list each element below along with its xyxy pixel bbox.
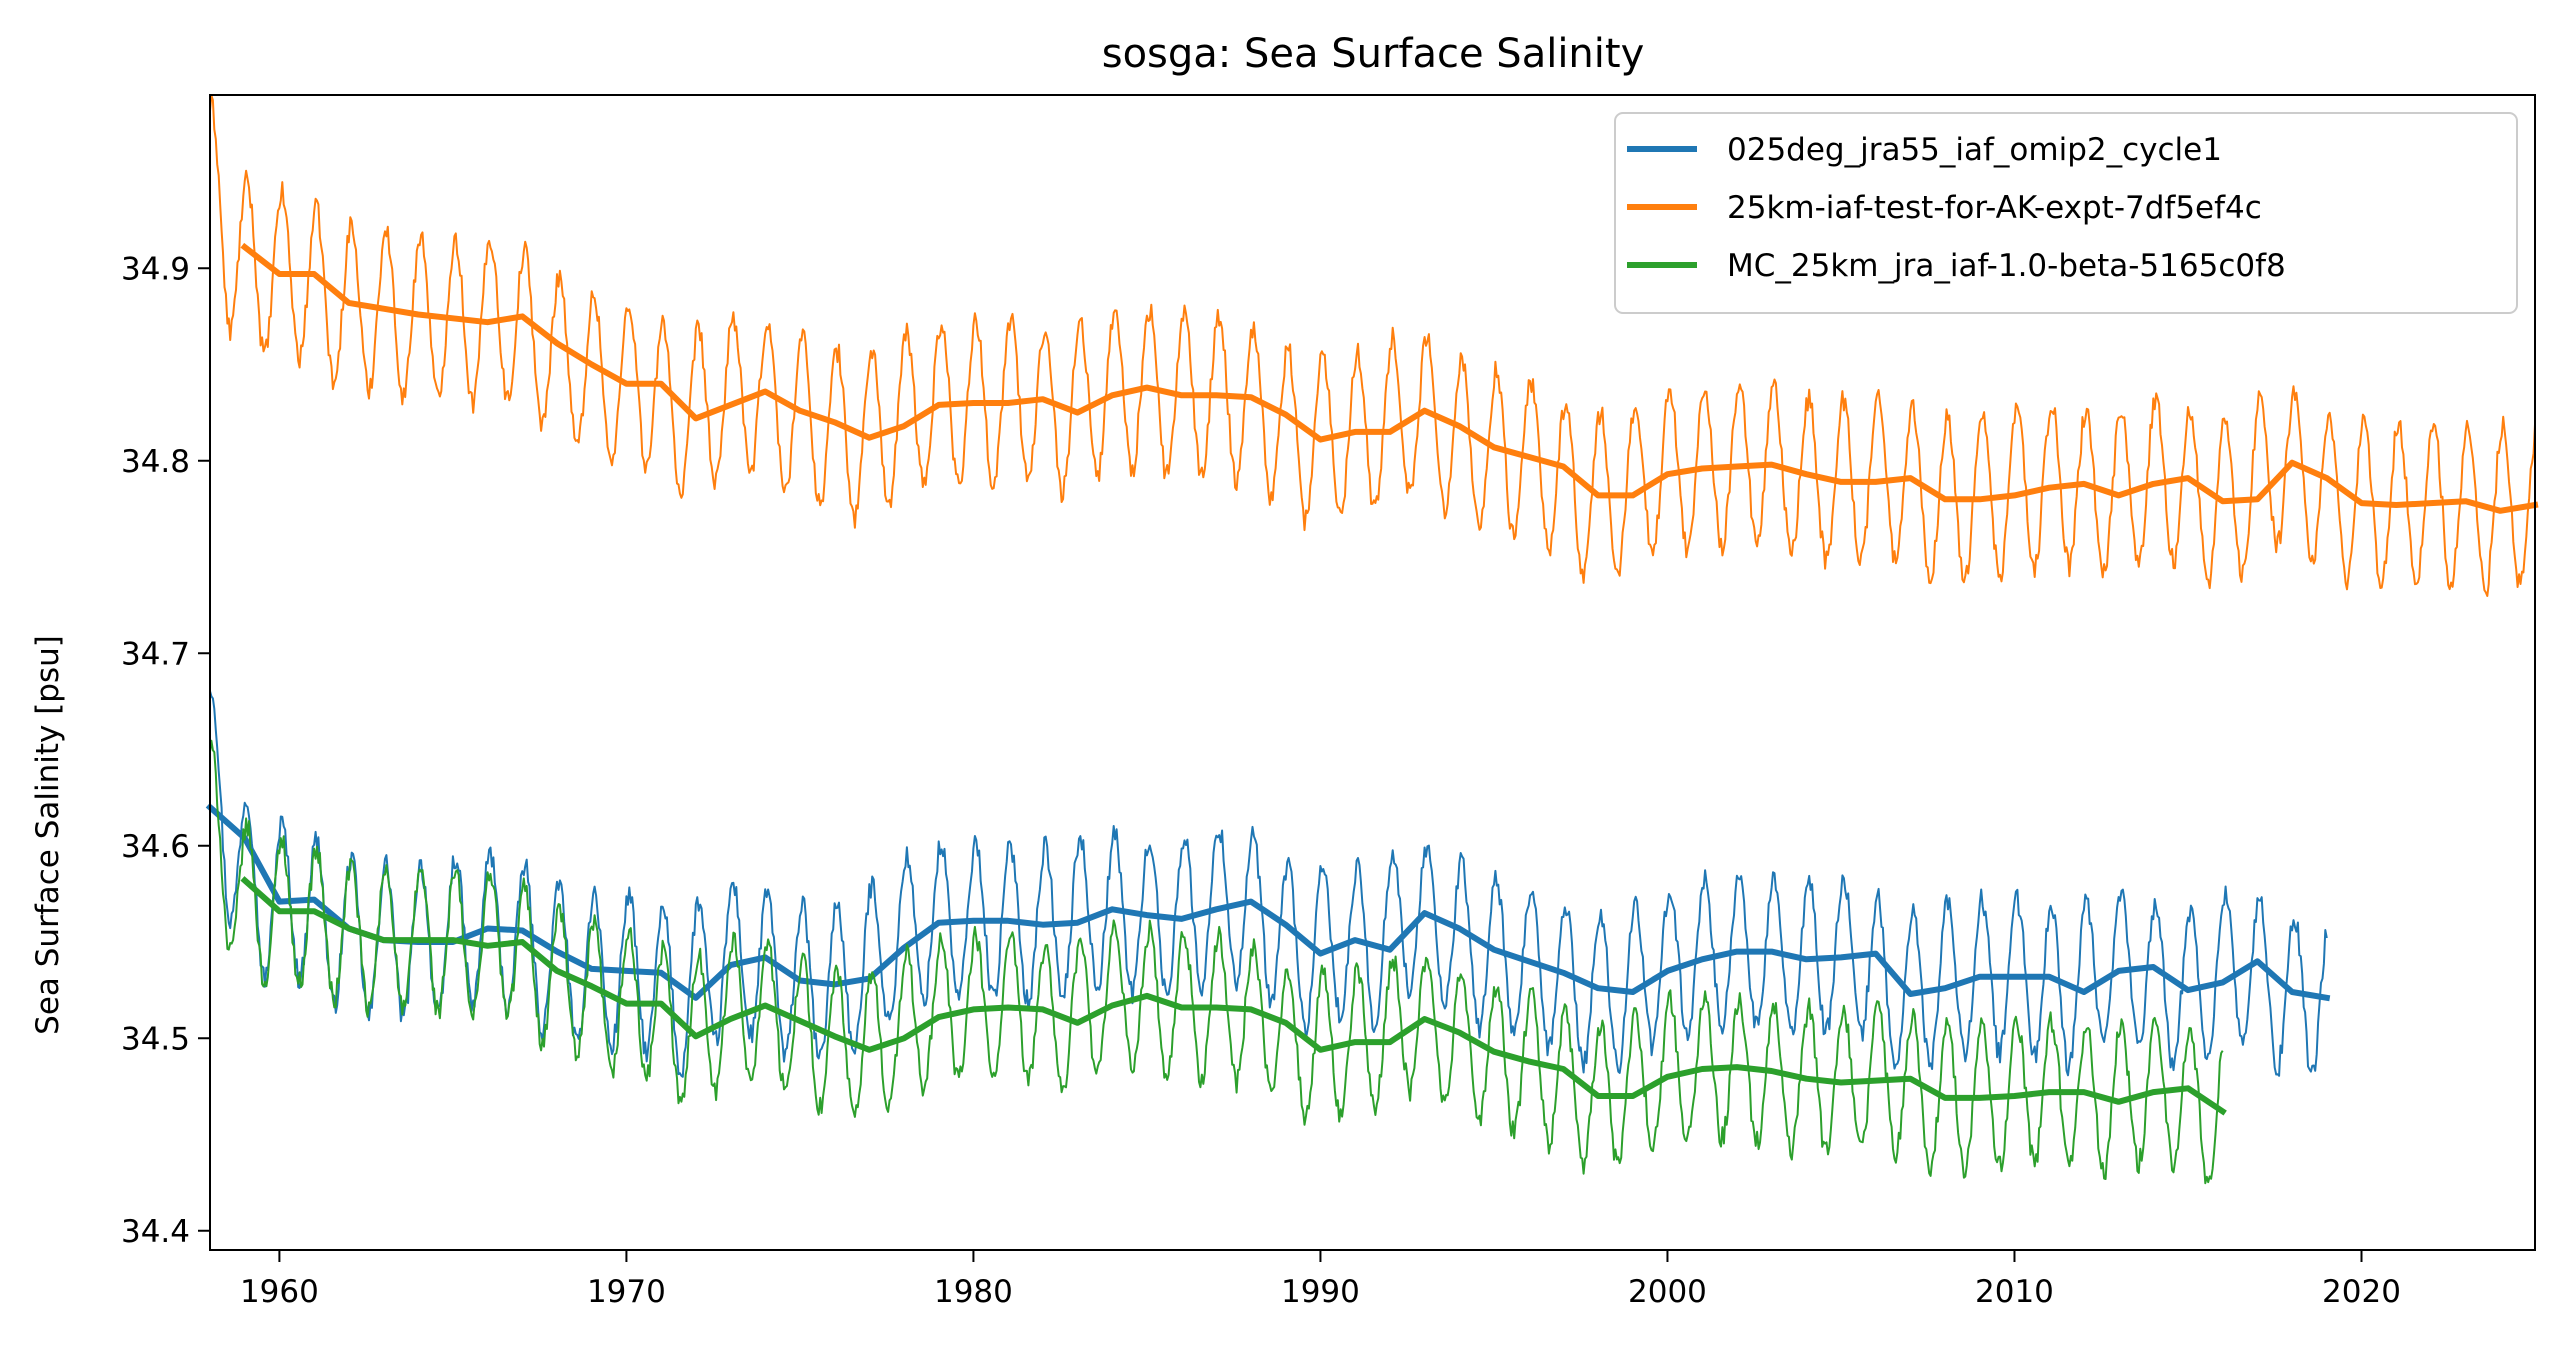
plot-frame xyxy=(209,94,2536,1251)
series-annual-mean-line xyxy=(240,876,2227,1116)
x-tick-label: 2010 xyxy=(1975,1274,2054,1310)
x-tick-label: 1970 xyxy=(587,1274,666,1310)
y-tick-label: 34.6 xyxy=(121,829,190,865)
x-axis: 1960 1970 1980 1990 2000 2010 2020 xyxy=(240,1250,2401,1310)
y-axis-label: Sea Surface Salinity [psu] xyxy=(30,635,66,1035)
series-annual-mean-line xyxy=(240,242,2539,514)
x-tick-label: 1960 xyxy=(240,1274,319,1310)
y-tick-label: 34.9 xyxy=(121,251,190,287)
legend-item: 025deg_jra55_iaf_omip2_cycle1 xyxy=(1627,132,2222,168)
series-monthly-line xyxy=(209,94,2536,597)
y-tick-label: 34.7 xyxy=(121,636,190,672)
legend-item: MC_25km_jra_iaf-1.0-beta-5165c0f8 xyxy=(1627,248,2286,284)
legend-label: 025deg_jra55_iaf_omip2_cycle1 xyxy=(1727,132,2222,168)
chart-title: sosga: Sea Surface Salinity xyxy=(1102,31,1645,77)
legend-label: MC_25km_jra_iaf-1.0-beta-5165c0f8 xyxy=(1727,248,2286,284)
x-tick-label: 1990 xyxy=(1281,1274,1360,1310)
x-tick-label: 1980 xyxy=(934,1274,1013,1310)
x-tick-label: 2020 xyxy=(2322,1274,2401,1310)
legend: 025deg_jra55_iaf_omip2_cycle1 25km-iaf-te… xyxy=(1614,112,2518,314)
legend-box xyxy=(1614,112,2518,314)
y-tick-label: 34.8 xyxy=(121,444,190,480)
series-25km-iaf-test-for-ak-expt-7df5ef4c xyxy=(209,94,2539,597)
x-tick-label: 2000 xyxy=(1628,1274,1707,1310)
legend-label: 25km-iaf-test-for-AK-expt-7df5ef4c xyxy=(1727,190,2262,226)
series-annual-mean-line xyxy=(205,803,2331,1002)
y-tick-label: 34.5 xyxy=(121,1021,190,1057)
series-monthly-line xyxy=(209,739,2224,1185)
series-layer xyxy=(205,94,2539,1185)
y-tick-label: 34.4 xyxy=(121,1214,190,1250)
series-mc-25km-jra-iaf-1-0-beta-5165c0f8 xyxy=(209,739,2227,1185)
legend-item: 25km-iaf-test-for-AK-expt-7df5ef4c xyxy=(1627,190,2262,226)
y-axis: 34.4 34.5 34.6 34.7 34.8 34.9 xyxy=(121,251,210,1250)
series-025deg-jra55-iaf-omip2-cycle1 xyxy=(205,690,2331,1078)
